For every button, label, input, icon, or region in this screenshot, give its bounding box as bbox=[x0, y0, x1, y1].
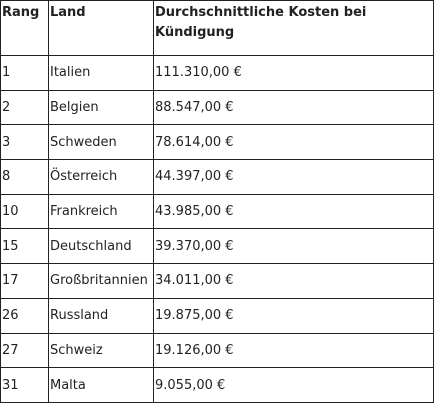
cost-cell: 9.055,00 € bbox=[153, 367, 434, 403]
rank-cell: 17 bbox=[0, 263, 49, 299]
country-cell: Italien bbox=[48, 55, 154, 91]
rank-cell: 8 bbox=[0, 159, 49, 195]
cost-cell: 34.011,00 € bbox=[153, 263, 434, 299]
cost-cell: 78.614,00 € bbox=[153, 124, 434, 161]
header-country: Land bbox=[48, 0, 154, 56]
table-row: 17 Großbritannien 34.011,00 € bbox=[0, 263, 434, 299]
table-row: 8 Österreich 44.397,00 € bbox=[0, 159, 434, 195]
header-rank: Rang bbox=[0, 0, 49, 56]
country-cell: Schweden bbox=[48, 124, 154, 161]
rank-cell: 27 bbox=[0, 332, 49, 369]
rank-cell: 1 bbox=[0, 55, 49, 91]
rank-cell: 3 bbox=[0, 124, 49, 161]
header-average-cost: Durchschnittliche Kosten bei Kündigung bbox=[153, 0, 434, 56]
country-cell: Belgien bbox=[48, 89, 154, 126]
table-row: 15 Deutschland 39.370,00 € bbox=[0, 228, 434, 265]
table-row: 3 Schweden 78.614,00 € bbox=[0, 124, 434, 161]
header-row: Rang Land Durchschnittliche Kosten bei K… bbox=[0, 0, 434, 56]
country-cell: Schweiz bbox=[48, 332, 154, 369]
cost-cell: 19.126,00 € bbox=[153, 332, 434, 369]
cost-cell: 43.985,00 € bbox=[153, 193, 434, 230]
country-cell: Österreich bbox=[48, 159, 154, 195]
rank-cell: 15 bbox=[0, 228, 49, 265]
country-cell: Frankreich bbox=[48, 193, 154, 230]
table-row: 27 Schweiz 19.126,00 € bbox=[0, 332, 434, 369]
table-row: 1 Italien 111.310,00 € bbox=[0, 55, 434, 91]
table-row: 31 Malta 9.055,00 € bbox=[0, 367, 434, 403]
country-cell: Deutschland bbox=[48, 228, 154, 265]
country-cell: Großbritannien bbox=[48, 263, 154, 299]
country-cell: Russland bbox=[48, 297, 154, 334]
cost-cell: 111.310,00 € bbox=[153, 55, 434, 91]
rank-cell: 31 bbox=[0, 367, 49, 403]
rank-cell: 26 bbox=[0, 297, 49, 334]
cost-cell: 44.397,00 € bbox=[153, 159, 434, 195]
table-row: 2 Belgien 88.547,00 € bbox=[0, 89, 434, 126]
cost-cell: 39.370,00 € bbox=[153, 228, 434, 265]
rank-cell: 2 bbox=[0, 89, 49, 126]
cost-cell: 19.875,00 € bbox=[153, 297, 434, 334]
country-cell: Malta bbox=[48, 367, 154, 403]
table-row: 10 Frankreich 43.985,00 € bbox=[0, 193, 434, 230]
rank-cell: 10 bbox=[0, 193, 49, 230]
table-row: 26 Russland 19.875,00 € bbox=[0, 297, 434, 334]
cost-cell: 88.547,00 € bbox=[153, 89, 434, 126]
